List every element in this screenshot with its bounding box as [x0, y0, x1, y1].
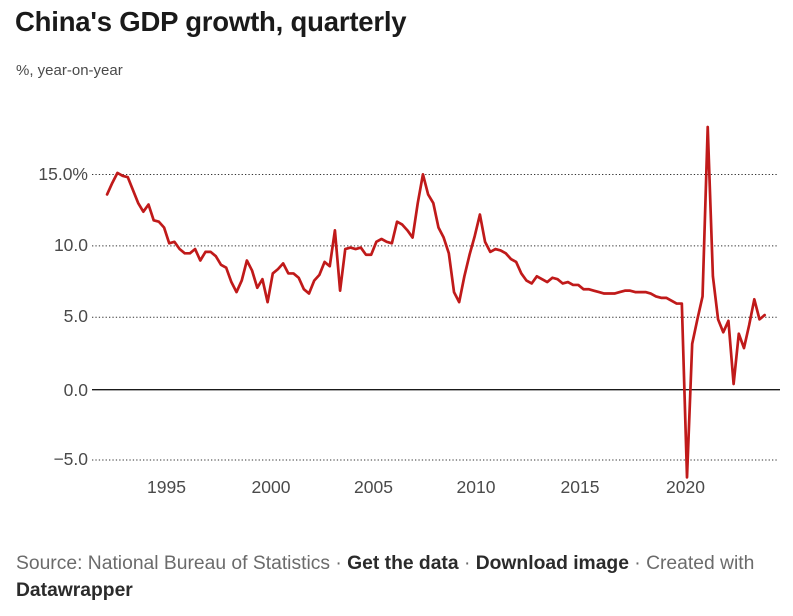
- svg-text:10.0: 10.0: [54, 235, 88, 255]
- svg-text:15.0%: 15.0%: [38, 164, 88, 184]
- svg-text:2000: 2000: [252, 477, 291, 497]
- svg-text:5.0: 5.0: [64, 306, 89, 326]
- svg-text:2015: 2015: [561, 477, 600, 497]
- svg-text:1995: 1995: [147, 477, 186, 497]
- svg-text:2010: 2010: [457, 477, 496, 497]
- svg-text:−5.0: −5.0: [53, 449, 88, 469]
- svg-text:0.0: 0.0: [64, 380, 89, 400]
- svg-text:2005: 2005: [354, 477, 393, 497]
- svg-text:2020: 2020: [666, 477, 705, 497]
